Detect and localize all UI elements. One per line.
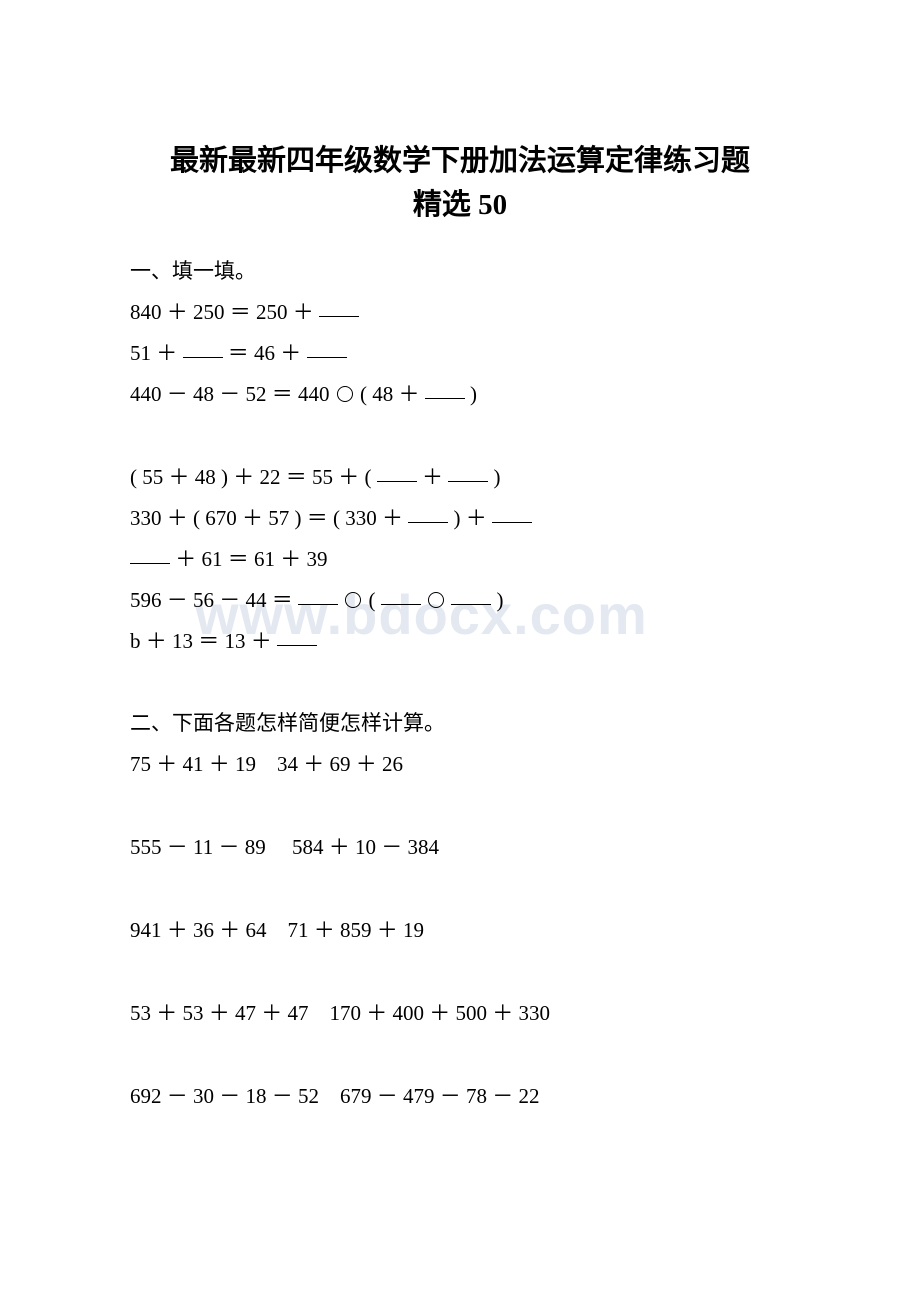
section2-line-1: 555 － 11 － 89 584 ＋ 10 － 384 [130,827,790,868]
section1-header: 一、填一填。 [130,251,790,292]
section1-line-6: 596 － 56 － 44 ＝ ( ) [130,580,790,621]
section1-line-2: 440 － 48 － 52 ＝ 440 ( 48 ＋ ) [130,374,790,415]
document-content: 最新最新四年级数学下册加法运算定律练习题 精选 50 一、填一填。 840 ＋ … [130,140,790,1117]
section1-line-4: 330 ＋ ( 670 ＋ 57 ) ＝ ( 330 ＋ ) ＋ [130,498,790,539]
section2-header: 二、下面各题怎样简便怎样计算。 [130,703,790,744]
section2-line-3: 53 ＋ 53 ＋ 47 ＋ 47 170 ＋ 400 ＋ 500 ＋ 330 [130,993,790,1034]
document-title: 最新最新四年级数学下册加法运算定律练习题 精选 50 [130,140,790,227]
section1-line-1: 51 ＋ ＝ 46 ＋ [130,333,790,374]
section1-line-5: ＋ 61 ＝ 61 ＋ 39 [130,539,790,580]
section2-line-4: 692 － 30 － 18 － 52 679 － 479 － 78 － 22 [130,1076,790,1117]
section1-line-0: 840 ＋ 250 ＝ 250 ＋ [130,292,790,333]
section1-line-7: b ＋ 13 ＝ 13 ＋ [130,621,790,662]
section1-line-3: ( 55 ＋ 48 ) ＋ 22 ＝ 55 ＋ ( ＋ ) [130,457,790,498]
title-line-1: 最新最新四年级数学下册加法运算定律练习题 [170,145,750,177]
section2-line-0: 75 ＋ 41 ＋ 19 34 ＋ 69 ＋ 26 [130,744,790,785]
title-line-2: 精选 50 [413,189,507,221]
section2-line-2: 941 ＋ 36 ＋ 64 71 ＋ 859 ＋ 19 [130,910,790,951]
